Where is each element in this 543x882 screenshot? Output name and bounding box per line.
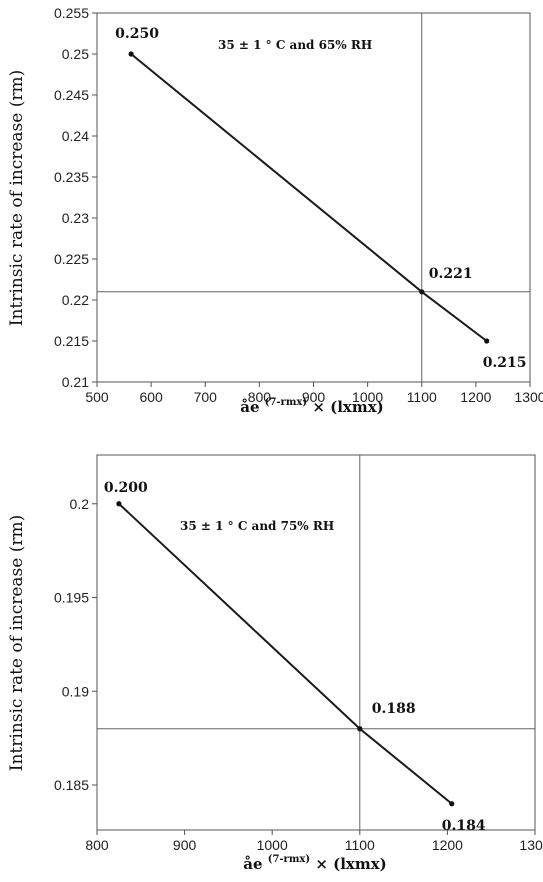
data-label: 0.188 <box>372 701 416 717</box>
y-tick-label: 0.215 <box>54 333 89 349</box>
y-tick-label: 0.235 <box>54 169 89 185</box>
y-tick-label: 0.24 <box>62 128 89 144</box>
condition-annotation: 35 ± 1 ° C and 75% RH <box>180 519 334 533</box>
x-tick-label: 700 <box>194 389 218 405</box>
x-tick-label: 1200 <box>460 389 491 405</box>
y-tick-label: 0.255 <box>54 5 89 21</box>
chart-1: 500 600 700 800 900 1000 1100 1200 1300 0.21 0.215… <box>7 5 543 416</box>
x-axis-label: åe (7-rmx) × (lxmx) <box>240 397 384 416</box>
data-label: 0.215 <box>483 355 527 371</box>
y-tick-label: 0.21 <box>62 374 89 390</box>
y-tick-label: 0.245 <box>54 87 89 103</box>
y-tick-label: 0.185 <box>54 777 89 793</box>
x-tick-label: 1300 <box>519 837 543 853</box>
x-tick-label: 900 <box>302 389 326 405</box>
data-point <box>128 51 134 57</box>
y-axis-label: Intrinsic rate of increase (rm) <box>7 70 27 327</box>
condition-annotation: 35 ± 1 ° C and 65% RH <box>218 38 372 52</box>
y-tick-label: 0.2 <box>70 496 90 512</box>
x-axis-label: åe (7-rmx) × (lxmx) <box>243 854 387 873</box>
y-axis-label: Intrinsic rate of increase (rm) <box>7 515 27 772</box>
x-tick-label: 1000 <box>257 837 288 853</box>
series-line <box>118 503 453 805</box>
x-tick-label: 1100 <box>407 389 437 405</box>
y-tick-label: 0.19 <box>62 683 89 699</box>
y-tick-label: 0.22 <box>62 292 89 308</box>
data-point <box>116 501 122 507</box>
x-tick-label: 800 <box>248 389 272 405</box>
series-line <box>130 53 488 342</box>
chart-2: 80090010001100120013000.1850.190.1950.20… <box>7 454 543 873</box>
data-point <box>484 338 490 344</box>
data-point <box>419 289 425 295</box>
x-tick-label: 900 <box>173 837 197 853</box>
data-label: 0.250 <box>115 26 159 42</box>
data-label: 0.221 <box>429 266 473 282</box>
y-tick-label: 0.23 <box>62 210 89 226</box>
data-label: 0.184 <box>442 818 486 834</box>
y-tick-label: 0.225 <box>54 251 89 267</box>
plot-frame <box>96 12 531 383</box>
x-tick-label: 1300 <box>514 389 543 405</box>
x-tick-label: 800 <box>85 837 109 853</box>
y-tick-label: 0.25 <box>62 46 89 62</box>
x-tick-label: 1200 <box>432 837 463 853</box>
data-point <box>449 801 455 807</box>
x-tick-label: 600 <box>139 389 163 405</box>
x-tick-label: 500 <box>85 389 109 405</box>
data-point <box>357 726 363 732</box>
y-tick-label: 0.195 <box>54 590 89 606</box>
x-tick-label: 1000 <box>352 389 383 405</box>
plot-frame <box>96 454 536 831</box>
x-tick-label: 1100 <box>345 837 375 853</box>
data-label: 0.200 <box>104 480 148 496</box>
